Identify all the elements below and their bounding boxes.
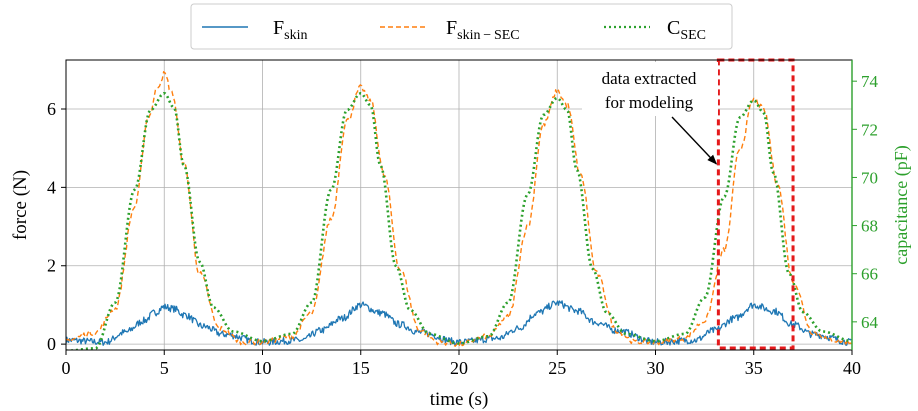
annotation-background bbox=[582, 62, 718, 116]
y-left-tick-label: 6 bbox=[47, 99, 56, 119]
y-axis-left-ticks: 0 2 4 6 bbox=[47, 99, 66, 354]
y-right-tick-label: 74 bbox=[861, 72, 879, 91]
series-line-2 bbox=[66, 71, 852, 347]
legend-frame bbox=[190, 3, 733, 50]
legend-label-f-skin-sec: Fskin − SEC bbox=[446, 17, 520, 43]
x-tick-label: 35 bbox=[745, 358, 763, 378]
y-left-tick-label: 4 bbox=[47, 177, 56, 197]
series-group bbox=[66, 71, 852, 350]
y-axis-right-label: capacitance (pF) bbox=[891, 145, 912, 264]
x-tick-label: 20 bbox=[450, 358, 468, 378]
x-tick-label: 30 bbox=[647, 358, 665, 378]
y-axis-right-ticks: 64 66 68 70 72 74 bbox=[852, 72, 879, 332]
series-line-3 bbox=[66, 91, 852, 350]
x-tick-label: 15 bbox=[352, 358, 370, 378]
legend-sub-f-skin-sec: skin − SEC bbox=[457, 28, 520, 43]
y-axis-left-label: force (N) bbox=[10, 170, 31, 240]
extraction-box bbox=[716, 58, 795, 350]
annotation-text-line-2: for modeling bbox=[605, 93, 694, 112]
x-tick-label: 40 bbox=[843, 358, 861, 378]
x-axis-label: time (s) bbox=[430, 389, 489, 410]
legend-label-c-sec: CSEC bbox=[667, 17, 706, 43]
x-axis-ticks: 0 5 10 15 20 25 30 35 40 bbox=[62, 350, 861, 378]
y-right-tick-label: 70 bbox=[861, 168, 878, 187]
grid bbox=[65, 60, 853, 350]
x-tick-label: 0 bbox=[62, 358, 71, 378]
legend-main-f-skin: F bbox=[273, 17, 284, 39]
y-left-tick-label: 0 bbox=[47, 334, 56, 354]
y-left-tick-label: 2 bbox=[47, 256, 56, 276]
y-right-tick-label: 64 bbox=[861, 313, 879, 332]
legend-sub-c-sec: SEC bbox=[680, 28, 706, 43]
x-tick-label: 10 bbox=[254, 358, 272, 378]
legend-label-f-skin: Fskin bbox=[273, 17, 307, 43]
y-right-tick-label: 68 bbox=[861, 217, 878, 236]
y-right-tick-label: 72 bbox=[861, 120, 878, 139]
legend: Fskin Fskin − SEC CSEC bbox=[190, 3, 733, 50]
y-right-tick-label: 66 bbox=[861, 265, 878, 284]
annotation: data extracted for modeling bbox=[582, 58, 795, 350]
legend-main-f-skin-sec: F bbox=[446, 17, 457, 39]
legend-sub-f-skin: skin bbox=[284, 28, 307, 43]
x-tick-label: 25 bbox=[548, 358, 566, 378]
annotation-arrow bbox=[671, 116, 718, 165]
x-tick-label: 5 bbox=[160, 358, 169, 378]
legend-main-c-sec: C bbox=[667, 17, 680, 39]
annotation-text-line-1: data extracted bbox=[602, 69, 697, 88]
